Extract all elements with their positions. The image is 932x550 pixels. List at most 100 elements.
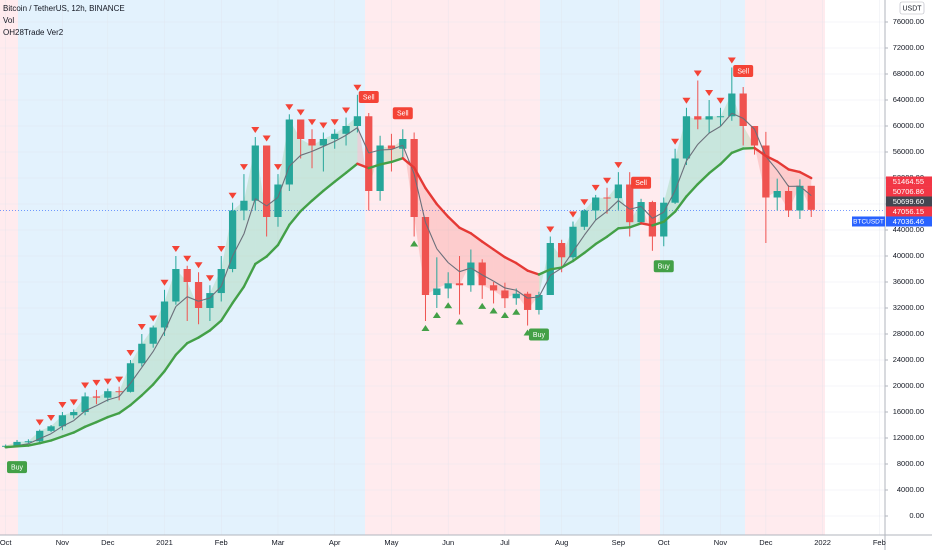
signal-label: Sell [737,68,749,75]
buy-triangle [478,302,487,309]
candle-body [750,126,759,146]
candle-body [739,93,747,126]
step-line [674,160,687,191]
step-line [663,190,676,213]
x-tick-label: Oct [658,538,671,547]
candle-body [580,210,588,227]
step-line [288,154,302,167]
symbol-name-box [852,216,885,227]
step-line [799,185,812,197]
candle-body [104,391,112,398]
currency: USDT [902,5,922,12]
step-line [629,205,642,210]
trend-line [197,329,212,339]
candle-body [784,191,793,211]
candle-body [183,269,191,282]
step-line [243,198,256,235]
candle-body [217,269,225,294]
candle-body [535,295,543,310]
trend-fill [709,116,721,174]
price-label: 51464.55 [893,177,924,186]
y-tick-label: 16000.00 [893,407,924,416]
step-line [652,211,665,219]
step-line [527,296,540,299]
candle-body [614,184,622,199]
y-tick-label: 12000.00 [893,433,924,442]
trend-fill [436,204,449,289]
sell-triangle [137,324,146,330]
sell-triangle [160,279,169,286]
trend-line [617,226,631,230]
sell-triangle [296,109,305,116]
candle-body [762,145,770,198]
candle-body [138,343,146,364]
candle-body [160,301,169,328]
y-tick-label: 68000.00 [893,69,924,78]
candle-body [24,441,32,443]
trend-line [662,210,677,223]
x-tick-label: Sep [612,538,625,547]
trend-line [571,251,586,263]
trend-line [412,166,427,190]
trend-line [117,403,132,415]
y-tick-label: 60000.00 [893,121,924,130]
y-tick-label: 56000.00 [893,147,924,156]
step-line [436,248,449,263]
sell-triangle [47,415,56,421]
trend-line [72,425,87,434]
candle-body [149,327,157,344]
x-tick-label: 2022 [814,538,831,547]
trend-line [515,261,529,272]
sell-triangle [353,84,362,91]
trend-line [208,319,223,332]
candle-body [410,139,418,217]
signal-box [653,260,674,273]
sell-triangle [580,199,589,206]
buy-triangle [500,312,509,318]
x-tick-label: Nov [56,538,70,547]
trend-line [83,420,98,428]
candle-body [671,158,679,203]
candle-body [660,202,668,237]
sell-triangle [342,107,351,114]
y-tick-label: 8000.00 [897,459,924,468]
step-line [334,134,347,142]
trend-line [254,255,268,266]
sell-triangle [546,226,555,233]
buy-triangle [512,308,521,315]
trend-line [242,262,257,288]
grid [0,0,885,535]
step-line [232,233,245,257]
step-line [209,285,222,299]
candle-body [478,262,486,286]
sell-triangle [92,379,101,386]
step-line [311,145,324,152]
candle-body [92,396,101,398]
candle-body [353,116,362,126]
candle-body [297,119,305,139]
step-line [685,144,699,162]
signal-box [528,328,549,341]
trend-line [4,445,19,449]
trend-line [730,147,745,155]
step-line [538,275,551,298]
trend-line [106,411,121,419]
y-tick-label: 24000.00 [893,355,924,364]
candle-body [376,145,384,191]
candle-body [206,293,214,308]
candle-body [115,391,123,393]
trend-line [481,240,495,251]
trend-line [333,171,348,183]
candle-body [81,396,89,412]
signal-box [392,107,413,120]
price-label: 50706.86 [893,187,924,196]
candle-body [194,282,203,308]
step-line [731,112,744,119]
candle-body [172,269,180,302]
candle-body [501,290,509,299]
trend-line [526,269,541,276]
bear-zone [640,0,660,535]
step-line [504,287,517,291]
x-tick-label: May [384,538,398,547]
step-line [130,367,143,384]
